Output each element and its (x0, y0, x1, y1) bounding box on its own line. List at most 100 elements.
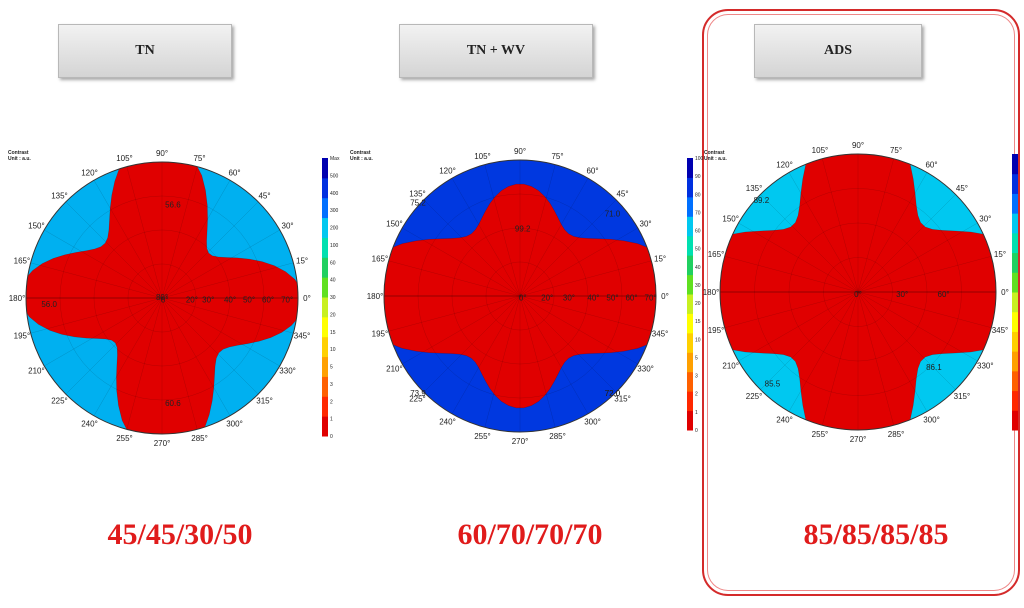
ads-score: 85/85/85/85 (803, 518, 949, 551)
colorbar-segment (1012, 252, 1018, 273)
grid-spoke (161, 297, 294, 334)
grid-spoke (760, 194, 859, 293)
grid-spoke (451, 178, 521, 297)
grid-spoke (93, 180, 163, 299)
tn-wv-contrast-polar-plot: 0°15°30°45°60°75°90°105°120°135°150°165°… (350, 147, 704, 446)
angle-label: 135° (51, 191, 68, 200)
grid-spoke (857, 194, 956, 293)
angle-label: 300° (923, 415, 940, 424)
colorbar-segment (322, 416, 328, 437)
angle-label: 135° (409, 189, 426, 198)
grid-spoke (30, 297, 163, 334)
colorbar-segment (1012, 331, 1018, 352)
angle-label: 285° (549, 432, 566, 441)
contour-value-label: 89.2 (754, 196, 770, 205)
grid-spoke (857, 291, 956, 390)
colorbar-segment (687, 410, 693, 431)
ads-label: ADS (754, 24, 922, 78)
grid-spoke (423, 295, 521, 393)
grid-spoke (30, 262, 163, 299)
contour-value-label: 99.2 (515, 224, 531, 233)
contour-value-label: 73.9 (410, 389, 426, 398)
angle-label: 210° (722, 362, 739, 371)
grid-spoke (388, 260, 521, 297)
plot-header-text: Unit : a.u. (8, 156, 31, 162)
grid-spoke (44, 229, 163, 299)
grid-spoke (857, 291, 992, 328)
contour-value-label: 40° (224, 296, 236, 305)
colorbar-tick-label: 20 (695, 301, 701, 307)
grid-spoke (760, 291, 859, 390)
plot-outline (383, 159, 657, 433)
colorbar-segment (322, 197, 328, 219)
grid-spoke (65, 297, 163, 395)
contour-value-label: 85.5 (765, 379, 781, 388)
grid-spoke (822, 158, 859, 293)
angle-label: 60° (586, 166, 598, 175)
angle-label: 345° (294, 332, 311, 341)
colorbar-segment (1012, 232, 1018, 254)
colorbar-tick-label: 5 (695, 355, 698, 361)
angle-label: 15° (296, 256, 308, 265)
contour-value-label: 60.6 (165, 399, 181, 408)
grid-spoke (519, 295, 638, 365)
grid-spoke (402, 295, 521, 365)
contour-value-label: 30° (563, 294, 575, 303)
tn-label: TN (58, 24, 232, 78)
angle-label: 330° (977, 362, 994, 371)
plot-outline (25, 161, 299, 435)
colorbar-segment (687, 158, 693, 178)
contour-value-label: 50° (606, 294, 618, 303)
colorbar-segment (322, 277, 328, 298)
colorbar-tick-label: 15 (695, 319, 701, 325)
plot-header-text: Unit : a.u. (350, 156, 373, 162)
angle-label: 120° (81, 168, 98, 177)
colorbar-segment (322, 376, 328, 397)
angle-label: 330° (637, 365, 654, 374)
colorbar-tick-label: 2 (330, 399, 333, 405)
contour-value-label: 50° (243, 296, 255, 305)
angle-label: 105° (116, 154, 133, 163)
angle-label: 225° (51, 397, 68, 406)
angle-label: 300° (226, 420, 243, 429)
contour-value-label: 30° (202, 296, 214, 305)
angle-label: 225° (746, 392, 763, 401)
colorbar-tick-label: 1 (330, 417, 333, 423)
colorbar-tick-label: 0 (695, 428, 698, 434)
colorbar-segment (322, 217, 328, 238)
colorbar-segment (1012, 292, 1018, 313)
grid-spoke (161, 262, 294, 299)
angle-label: 75° (890, 146, 902, 155)
colorbar-segment (1012, 154, 1018, 175)
contour-value-label: 70° (281, 296, 293, 305)
contour-value-label: 40° (587, 294, 599, 303)
angle-label: 150° (722, 215, 739, 224)
angle-label: 270° (512, 437, 529, 446)
contour-value-label: 71.0 (605, 209, 621, 218)
grid-spoke (451, 295, 521, 414)
colorbar-tick-label: 15 (330, 330, 336, 336)
ads-highlight-frame (702, 9, 1020, 596)
colorbar-tick-label: 0 (330, 434, 333, 440)
angle-label: 75° (551, 152, 563, 161)
colorbar-segment (1012, 173, 1018, 194)
angle-label: 165° (708, 250, 725, 259)
grid-spoke (519, 164, 556, 297)
contour-value-label: 0° (519, 294, 527, 303)
colorbar-tick-label: 100 (330, 243, 339, 249)
angle-label: 0° (661, 292, 669, 301)
angle-label: 90° (156, 149, 168, 158)
contour-value-label: 20° (186, 296, 198, 305)
contour-value-label: 20° (541, 294, 553, 303)
colorbar-segment (1012, 213, 1018, 234)
colorbar-tick-label: 50 (695, 247, 701, 253)
colorbar-segment (687, 216, 693, 237)
grid-spoke (738, 291, 859, 362)
grid-spoke (857, 291, 978, 362)
angle-label: 30° (979, 215, 991, 224)
grid-spoke (161, 297, 259, 395)
tn-wv-label: TN + WV (399, 24, 593, 78)
colorbar-tick-label: 500 (330, 173, 339, 179)
grid-spoke (857, 291, 894, 426)
angle-label: 315° (954, 392, 971, 401)
